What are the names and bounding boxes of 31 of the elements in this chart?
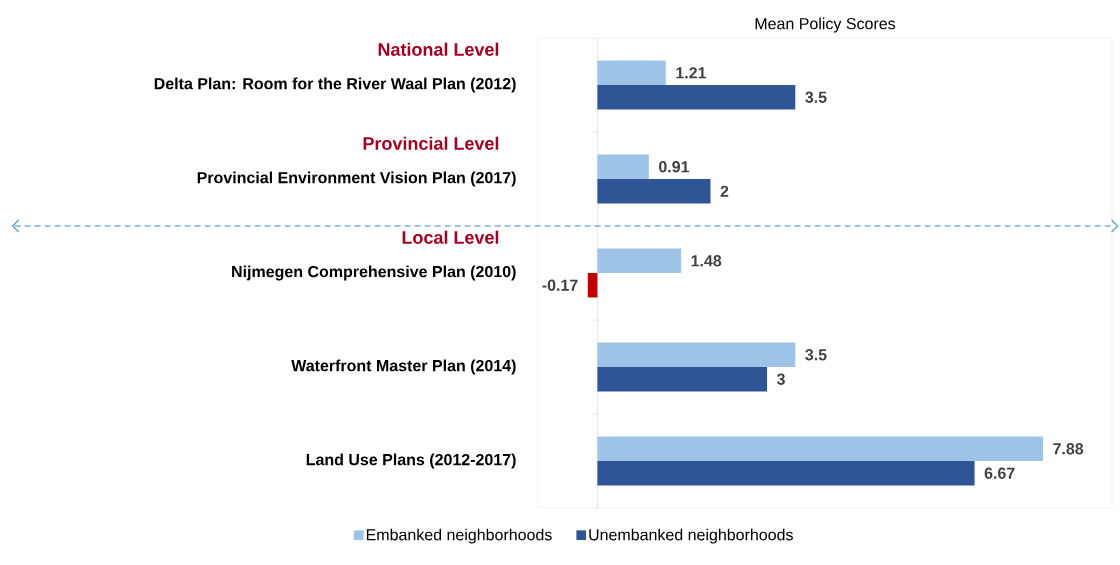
data-label: 6.67	[984, 467, 1015, 479]
chart-title: Mean Policy Scores	[755, 17, 896, 33]
bar	[597, 460, 975, 486]
text: Local Level	[402, 230, 499, 244]
data-label: 2	[720, 185, 729, 197]
legend-label: Unembanked neighborhoods	[589, 528, 793, 544]
y-tick-label: Nijmegen Comprehensive Plan (2010)	[232, 265, 516, 281]
text: National Level	[378, 42, 499, 56]
data-label: 7.88	[1053, 443, 1084, 455]
y-tick-label: Delta Plan: Room for the River Waal Plan (2012)	[154, 77, 516, 93]
data-label: 1.48	[691, 255, 722, 267]
data-label: 3	[776, 373, 785, 385]
bar	[597, 342, 796, 367]
bar	[597, 85, 796, 110]
data-label: -0.17	[542, 279, 578, 291]
text: Provincial Level	[363, 136, 499, 150]
bar	[597, 179, 711, 204]
bar	[597, 248, 682, 273]
y-tick-label: Land Use Plans (2012-2017)	[306, 453, 516, 469]
data-label: 3.5	[805, 91, 827, 103]
data-label: 0.91	[659, 161, 690, 173]
data-label: 1.21	[676, 67, 707, 79]
data-label: 3.5	[805, 349, 827, 361]
bar	[597, 154, 649, 179]
bar	[597, 436, 1043, 461]
bar	[597, 60, 666, 85]
legend-label: Embanked neighborhoods	[366, 528, 552, 544]
y-tick-label: Provincial Environment Vision Plan (2017)	[197, 171, 516, 187]
bar	[587, 273, 598, 298]
bar	[597, 367, 768, 392]
y-tick-label: Waterfront Master Plan (2014)	[291, 359, 516, 375]
